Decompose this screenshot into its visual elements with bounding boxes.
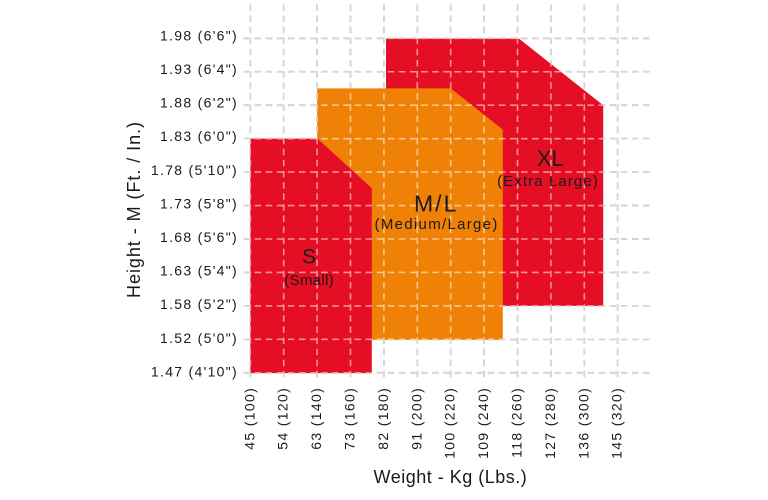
svg-text:1.47 (4'10"): 1.47 (4'10") [151,363,238,379]
svg-text:Weight - Kg (Lbs.): Weight - Kg (Lbs.) [374,467,528,487]
svg-text:127 (280): 127 (280) [542,387,558,459]
svg-text:54 (120): 54 (120) [275,387,291,450]
svg-text:1.52 (5'0"): 1.52 (5'0") [160,330,238,346]
svg-text:1.68 (5'6"): 1.68 (5'6") [160,229,238,245]
svg-text:100 (220): 100 (220) [442,387,458,459]
svg-text:1.78 (5'10"): 1.78 (5'10") [151,162,238,178]
svg-text:91 (200): 91 (200) [408,387,424,450]
svg-text:1.83 (6'0"): 1.83 (6'0") [160,128,238,144]
svg-text:1.98 (6'6"): 1.98 (6'6") [160,27,238,43]
svg-text:(Extra Large): (Extra Large) [497,173,599,190]
svg-text:145 (320): 145 (320) [609,387,625,459]
svg-text:1.88 (6'2"): 1.88 (6'2") [160,95,238,111]
svg-text:(Medium/Large): (Medium/Large) [375,216,499,233]
svg-text:M/L: M/L [414,191,458,217]
svg-text:73 (160): 73 (160) [342,387,358,450]
svg-text:1.58 (5'2"): 1.58 (5'2") [160,296,238,312]
svg-text:45 (100): 45 (100) [241,387,257,450]
svg-text:118 (260): 118 (260) [509,387,525,458]
svg-text:109 (240): 109 (240) [475,387,491,459]
svg-text:63 (140): 63 (140) [308,387,324,450]
svg-text:136 (300): 136 (300) [575,387,591,459]
svg-text:(Small): (Small) [284,272,334,289]
svg-text:Height - M (Ft. / In.): Height - M (Ft. / In.) [124,121,144,298]
svg-text:82 (180): 82 (180) [375,387,391,450]
svg-text:1.73 (5'8"): 1.73 (5'8") [160,195,238,211]
svg-text:S: S [302,246,316,269]
svg-text:1.63 (5'4"): 1.63 (5'4") [160,263,238,279]
svg-text:1.93 (6'4"): 1.93 (6'4") [160,61,238,77]
svg-text:XL: XL [537,146,564,171]
